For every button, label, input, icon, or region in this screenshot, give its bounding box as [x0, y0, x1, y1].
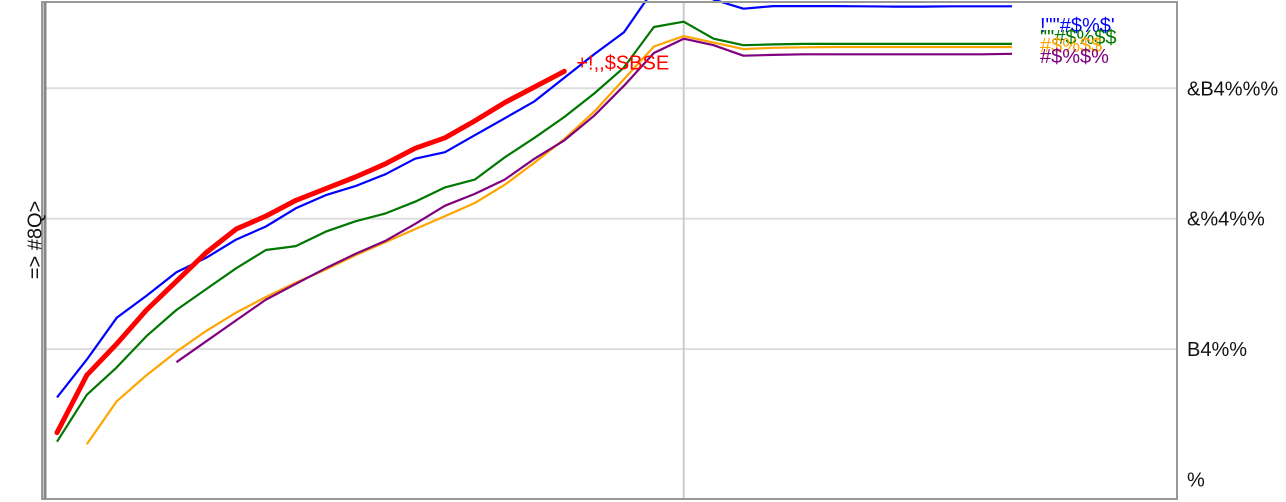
y-tick-label: % [1187, 470, 1205, 492]
plot-border [41, 1, 1178, 500]
series-line-green [56, 20, 1012, 443]
highlight-series-label: +!,,$SBSE [576, 52, 669, 74]
series-line-blue [56, 0, 1012, 399]
y-tick-label: &B4%%% [1187, 78, 1278, 100]
series-end-label-orange: #$%$$ [1040, 35, 1102, 57]
series-end-label-green: ""#$%$$ [1040, 27, 1116, 49]
y-tick-label: &%4%% [1187, 209, 1265, 231]
series-line-highlight [54, 68, 567, 436]
y-axis-label: => #8Q> [24, 201, 46, 279]
series-lines [54, 0, 1013, 445]
series-end-label-purple: #$%$% [1040, 46, 1109, 68]
series-line-purple [175, 37, 1013, 364]
labels: % B4%% &%4%% &B4%%% +!,,$SBSE !""#$%$'""#$%$$… [576, 15, 1278, 492]
y-tick-label: B4%% [1187, 339, 1247, 361]
series-line-orange [85, 35, 1012, 445]
series-end-label-blue: !""#$%$' [1040, 15, 1115, 37]
plot-frame [41, 1, 1178, 500]
grid [45, 2, 1177, 499]
